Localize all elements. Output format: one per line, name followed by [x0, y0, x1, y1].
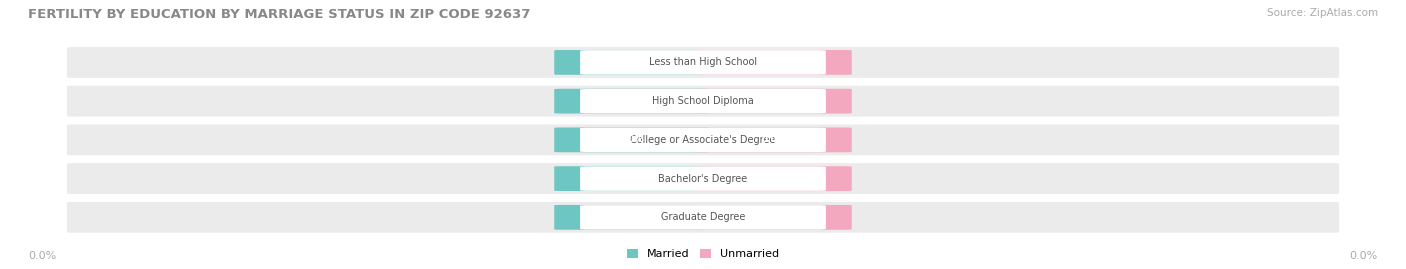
FancyBboxPatch shape: [554, 205, 710, 230]
Text: Bachelor's Degree: Bachelor's Degree: [658, 174, 748, 184]
FancyBboxPatch shape: [554, 89, 710, 114]
Text: Graduate Degree: Graduate Degree: [661, 212, 745, 222]
Text: Less than High School: Less than High School: [650, 57, 756, 68]
Text: 0.0%: 0.0%: [762, 97, 786, 106]
FancyBboxPatch shape: [554, 166, 710, 191]
FancyBboxPatch shape: [696, 89, 852, 114]
FancyBboxPatch shape: [581, 205, 825, 229]
Text: College or Associate's Degree: College or Associate's Degree: [630, 135, 776, 145]
FancyBboxPatch shape: [581, 167, 825, 191]
FancyBboxPatch shape: [66, 201, 1340, 234]
Text: 0.0%: 0.0%: [620, 174, 644, 183]
Text: 0.0%: 0.0%: [762, 174, 786, 183]
Text: 0.0%: 0.0%: [620, 97, 644, 106]
FancyBboxPatch shape: [554, 128, 710, 152]
FancyBboxPatch shape: [696, 128, 852, 152]
Text: 0.0%: 0.0%: [1350, 250, 1378, 261]
FancyBboxPatch shape: [66, 85, 1340, 118]
FancyBboxPatch shape: [696, 166, 852, 191]
Text: 0.0%: 0.0%: [620, 58, 644, 67]
FancyBboxPatch shape: [554, 50, 710, 75]
FancyBboxPatch shape: [581, 128, 825, 152]
FancyBboxPatch shape: [581, 50, 825, 75]
FancyBboxPatch shape: [66, 162, 1340, 195]
Text: High School Diploma: High School Diploma: [652, 96, 754, 106]
Text: FERTILITY BY EDUCATION BY MARRIAGE STATUS IN ZIP CODE 92637: FERTILITY BY EDUCATION BY MARRIAGE STATU…: [28, 8, 530, 21]
FancyBboxPatch shape: [66, 123, 1340, 156]
Text: Source: ZipAtlas.com: Source: ZipAtlas.com: [1267, 8, 1378, 18]
Text: 0.0%: 0.0%: [620, 135, 644, 144]
FancyBboxPatch shape: [66, 46, 1340, 79]
Text: 0.0%: 0.0%: [28, 250, 56, 261]
FancyBboxPatch shape: [696, 205, 852, 230]
FancyBboxPatch shape: [581, 89, 825, 113]
FancyBboxPatch shape: [696, 50, 852, 75]
Legend: Married, Unmarried: Married, Unmarried: [621, 244, 785, 263]
Text: 0.0%: 0.0%: [762, 213, 786, 222]
Text: 0.0%: 0.0%: [620, 213, 644, 222]
Text: 0.0%: 0.0%: [762, 58, 786, 67]
Text: 0.0%: 0.0%: [762, 135, 786, 144]
